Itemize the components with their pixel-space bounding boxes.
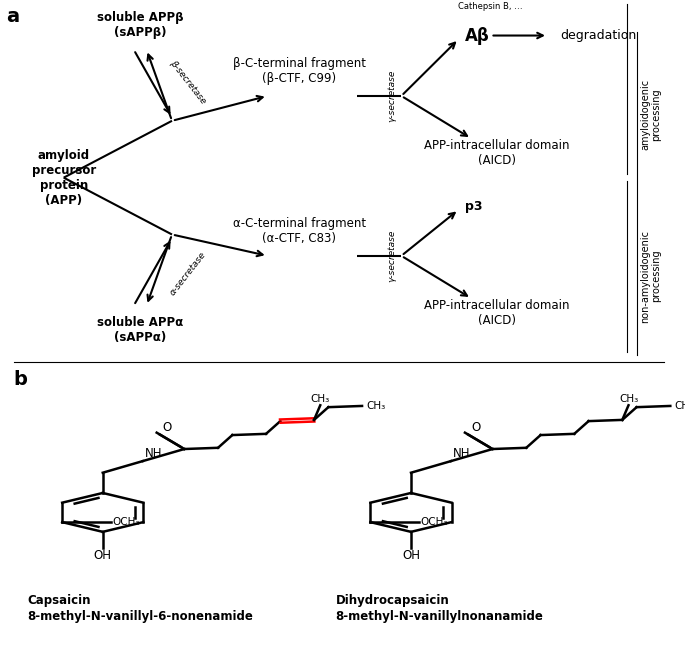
Text: CH₃: CH₃ bbox=[366, 401, 385, 411]
Text: soluble APPα
(sAPPα): soluble APPα (sAPPα) bbox=[97, 316, 184, 344]
Text: degradation: degradation bbox=[560, 29, 637, 42]
Text: OCH₃: OCH₃ bbox=[112, 517, 140, 527]
Text: APP-intracellular domain
(AICD): APP-intracellular domain (AICD) bbox=[424, 139, 570, 167]
Text: amyloidogenic
processing: amyloidogenic processing bbox=[640, 79, 662, 151]
Text: OH: OH bbox=[402, 549, 420, 563]
Text: NH: NH bbox=[453, 447, 471, 460]
Text: O: O bbox=[471, 421, 480, 434]
Text: Aβ: Aβ bbox=[465, 26, 490, 45]
Text: OCH₃: OCH₃ bbox=[421, 517, 448, 527]
Text: NEP, IDE,
Cathepsin B, …: NEP, IDE, Cathepsin B, … bbox=[458, 0, 523, 10]
Text: APP-intracellular domain
(AICD): APP-intracellular domain (AICD) bbox=[424, 298, 570, 327]
Text: non-amyloidogenic
processing: non-amyloidogenic processing bbox=[640, 230, 662, 322]
Text: OH: OH bbox=[94, 549, 112, 563]
Text: p3: p3 bbox=[465, 200, 482, 213]
Text: O: O bbox=[162, 421, 172, 434]
Text: γ-secretase: γ-secretase bbox=[387, 229, 397, 282]
Text: β-secretase: β-secretase bbox=[168, 58, 208, 105]
Text: β-C-terminal fragment
(β-CTF, C99): β-C-terminal fragment (β-CTF, C99) bbox=[233, 57, 366, 85]
Text: CH₃: CH₃ bbox=[674, 401, 685, 411]
Text: α-secretase: α-secretase bbox=[168, 250, 208, 297]
Text: CH₃: CH₃ bbox=[619, 395, 638, 404]
Text: soluble APPβ
(sAPPβ): soluble APPβ (sAPPβ) bbox=[97, 11, 184, 39]
Text: α-C-terminal fragment
(α-CTF, C83): α-C-terminal fragment (α-CTF, C83) bbox=[233, 217, 366, 245]
Text: γ-secretase: γ-secretase bbox=[387, 70, 397, 122]
Text: a: a bbox=[6, 7, 19, 26]
Text: Dihydrocapsaicin
8-methyl-N-vanillylnonanamide: Dihydrocapsaicin 8-methyl-N-vanillylnona… bbox=[336, 594, 543, 623]
Text: CH₃: CH₃ bbox=[310, 395, 330, 404]
Text: Capsaicin
8-methyl-N-vanillyl-6-nonenamide: Capsaicin 8-methyl-N-vanillyl-6-nonenami… bbox=[27, 594, 253, 623]
Text: NH: NH bbox=[145, 447, 162, 460]
Text: amyloid
precursor
protein
(APP): amyloid precursor protein (APP) bbox=[32, 149, 96, 207]
Text: b: b bbox=[14, 370, 27, 390]
